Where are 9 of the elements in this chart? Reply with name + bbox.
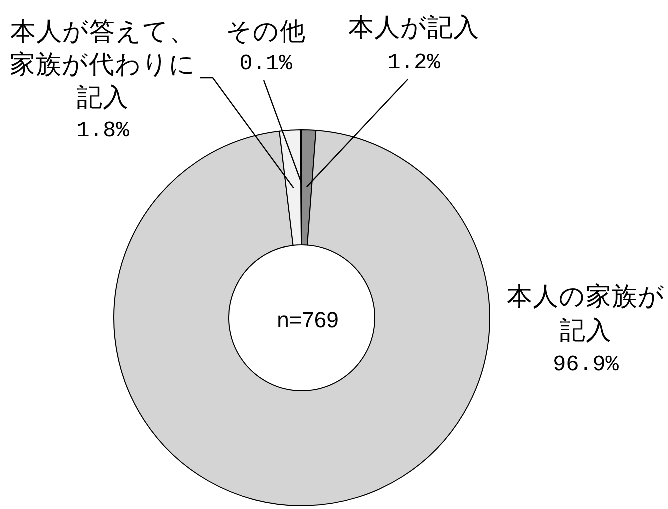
slice-label: 本人の家族が記入 <box>507 282 665 346</box>
data-label: 0.1% <box>240 52 294 76</box>
data-label: 96.9% <box>552 352 620 378</box>
slice-label: 本人が答えて、家族が代わりに記入 <box>10 17 196 113</box>
slice-label: その他 <box>226 17 306 47</box>
slice-label: 本人が記入 <box>348 13 480 43</box>
data-label: 1.2% <box>388 50 442 76</box>
data-label: 1.8% <box>76 118 130 144</box>
text: n=769 <box>277 308 339 332</box>
